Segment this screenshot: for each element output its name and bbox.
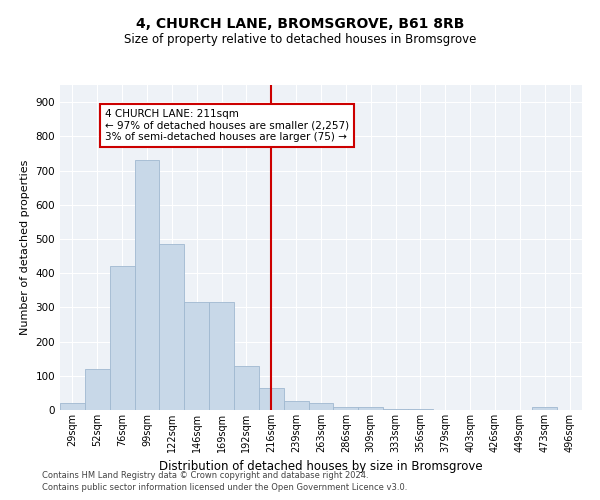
Text: 4, CHURCH LANE, BROMSGROVE, B61 8RB: 4, CHURCH LANE, BROMSGROVE, B61 8RB bbox=[136, 18, 464, 32]
Bar bbox=[234, 366, 259, 410]
X-axis label: Distribution of detached houses by size in Bromsgrove: Distribution of detached houses by size … bbox=[159, 460, 483, 473]
Bar bbox=[110, 266, 134, 410]
Bar bbox=[134, 160, 160, 410]
Bar bbox=[334, 406, 358, 410]
Bar bbox=[308, 403, 334, 410]
Bar bbox=[532, 408, 557, 410]
Bar bbox=[383, 409, 408, 410]
Bar bbox=[209, 302, 234, 410]
Text: 4 CHURCH LANE: 211sqm
← 97% of detached houses are smaller (2,257)
3% of semi-de: 4 CHURCH LANE: 211sqm ← 97% of detached … bbox=[105, 109, 349, 142]
Bar bbox=[60, 403, 85, 410]
Bar bbox=[284, 402, 308, 410]
Bar bbox=[85, 369, 110, 410]
Text: Contains HM Land Registry data © Crown copyright and database right 2024.: Contains HM Land Registry data © Crown c… bbox=[42, 470, 368, 480]
Bar bbox=[160, 244, 184, 410]
Text: Size of property relative to detached houses in Bromsgrove: Size of property relative to detached ho… bbox=[124, 32, 476, 46]
Bar bbox=[184, 302, 209, 410]
Bar bbox=[358, 408, 383, 410]
Y-axis label: Number of detached properties: Number of detached properties bbox=[20, 160, 30, 335]
Text: Contains public sector information licensed under the Open Government Licence v3: Contains public sector information licen… bbox=[42, 483, 407, 492]
Bar bbox=[259, 388, 284, 410]
